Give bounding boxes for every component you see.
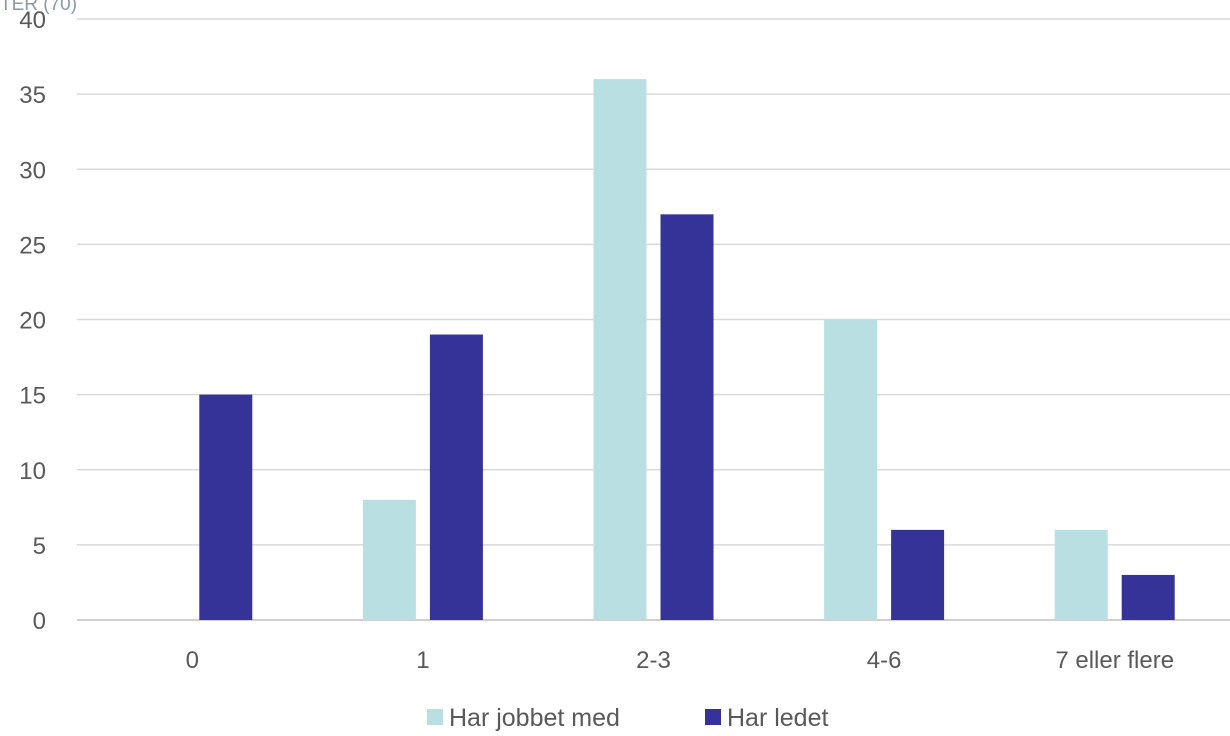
y-tick-label: 30: [19, 157, 46, 184]
y-axis-ticks: 0 5 10 15 20 25 30 35 40: [19, 7, 46, 635]
y-tick-label: 20: [19, 308, 46, 335]
bar-har-jobbet-med: [824, 319, 878, 620]
legend: Har jobbet med Har ledet: [427, 704, 828, 732]
gridlines: [77, 18, 1230, 621]
bar-har-ledet: [429, 334, 483, 620]
bar-har-jobbet-med: [1054, 529, 1108, 620]
x-tick-label: 0: [186, 647, 199, 674]
bars: [199, 79, 1175, 621]
y-tick-label: 5: [33, 533, 46, 560]
x-axis-ticks: 0 1 2-3 4-6 7 eller flere: [186, 647, 1174, 674]
bar-har-ledet: [199, 394, 253, 620]
y-tick-label: 35: [19, 82, 46, 109]
x-tick-label: 1: [416, 647, 429, 674]
bar-har-ledet: [1121, 574, 1175, 620]
legend-swatch: [705, 709, 721, 725]
legend-label: Har ledet: [727, 704, 828, 732]
y-tick-label: 15: [19, 383, 46, 410]
x-tick-label: 2-3: [636, 647, 671, 674]
y-tick-label: 10: [19, 458, 46, 485]
legend-label: Har jobbet med: [449, 704, 620, 732]
bar-har-ledet: [660, 214, 714, 620]
x-tick-label: 4-6: [867, 647, 902, 674]
chart-title: TER (70): [0, 0, 78, 15]
bar-har-jobbet-med: [362, 499, 416, 620]
y-tick-label: 40: [19, 7, 46, 34]
bar-har-ledet: [891, 529, 945, 620]
bar-har-jobbet-med: [593, 79, 647, 621]
y-tick-label: 25: [19, 232, 46, 259]
x-tick-label: 7 eller flere: [1055, 647, 1174, 674]
y-tick-label: 0: [33, 608, 46, 635]
legend-swatch: [427, 709, 443, 725]
